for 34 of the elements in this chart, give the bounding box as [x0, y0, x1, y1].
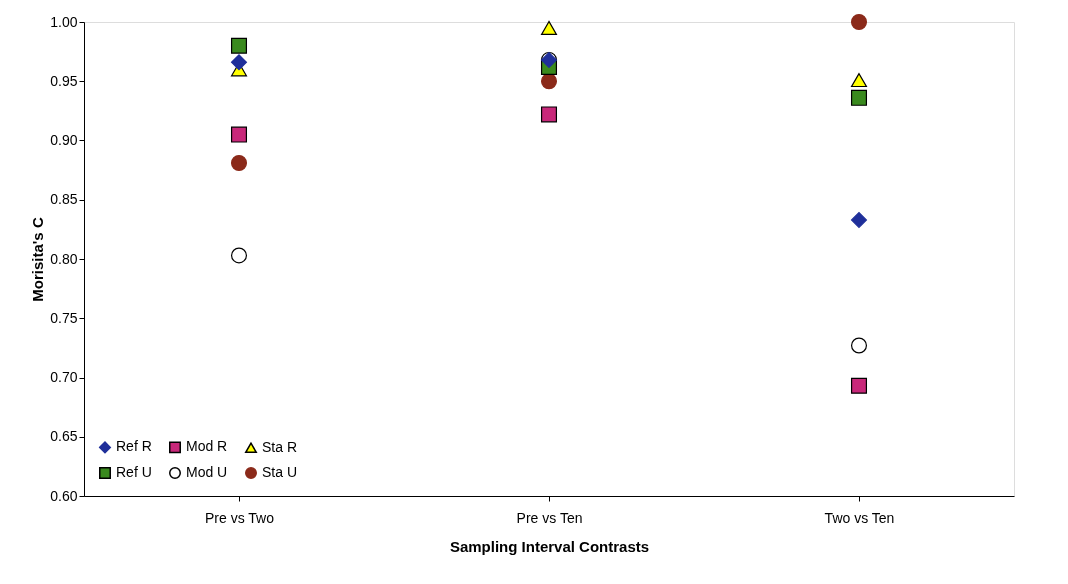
point: [230, 37, 248, 54]
point: [540, 20, 558, 35]
point: [850, 337, 868, 354]
x-tick-label: Two vs Ten: [824, 509, 895, 526]
point: [850, 211, 868, 228]
x-tick-label: Pre vs Ten: [516, 509, 583, 526]
y-tick-label: 0.70: [50, 369, 78, 385]
y-tick-label: 0.60: [50, 487, 78, 504]
y-tick-label: 0.75: [50, 309, 78, 326]
y-tick-label: 0.90: [50, 132, 78, 148]
point: [230, 126, 248, 143]
point: [230, 54, 248, 71]
point: [230, 155, 248, 172]
y-tick-label: 0.95: [50, 72, 78, 89]
point: [230, 247, 248, 264]
legend-label: Ref R: [116, 438, 152, 455]
legend-label: Sta R: [262, 438, 298, 455]
point: [850, 73, 868, 88]
point: [850, 377, 868, 394]
y-tick-label: 0.65: [50, 428, 78, 445]
legend-label: Ref U: [116, 464, 152, 480]
y-tick-label: 0.85: [50, 191, 78, 208]
x-axis-title: Sampling Interval Contrasts: [449, 537, 650, 555]
legend-label: Mod U: [186, 464, 228, 480]
x-tick-label: Pre vs Two: [205, 509, 275, 526]
point: [850, 89, 868, 106]
point: [540, 106, 558, 123]
point: [540, 73, 558, 90]
y-tick-label: 1.00: [50, 13, 78, 30]
y-tick-label: 0.80: [50, 250, 78, 267]
y-axis-title: Morisita's C: [29, 217, 47, 302]
legend-label: Sta U: [262, 464, 298, 480]
legend-label: Mod R: [186, 438, 228, 455]
point: [850, 14, 868, 30]
